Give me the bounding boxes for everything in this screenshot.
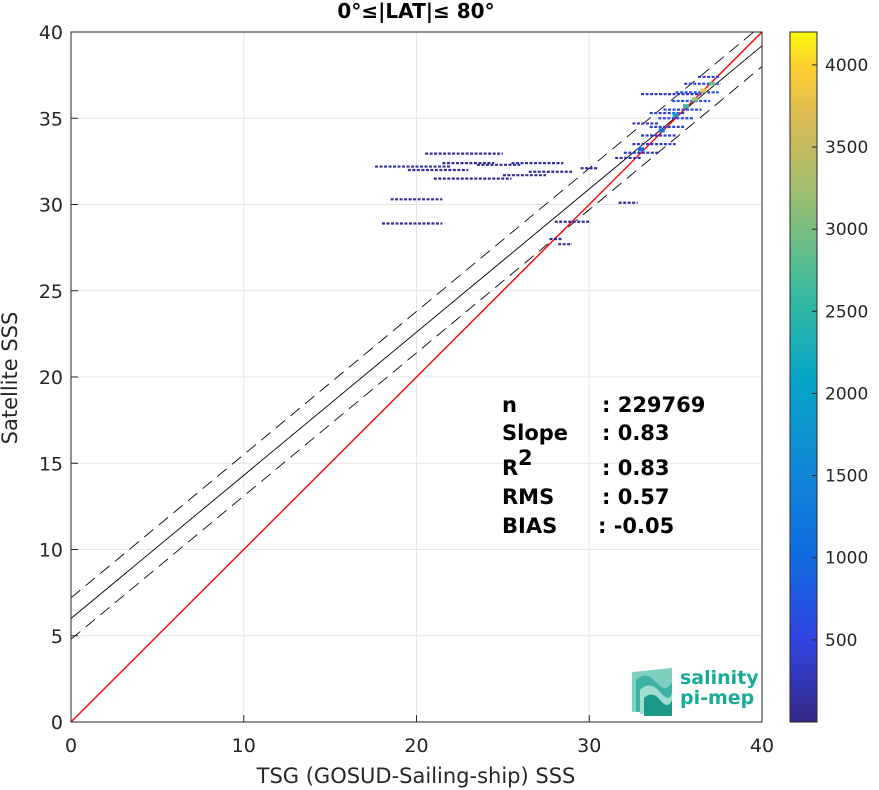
density-hotspot	[638, 147, 645, 152]
chart-title: 0°≤|LAT|≤ 80°	[337, 0, 494, 23]
y-tick-label: 25	[39, 281, 63, 303]
colorbar-ticks: 500 1000 1500 2000 2500 3000 3500 4000	[812, 56, 868, 651]
density-hotspot	[691, 97, 698, 102]
logo: salinity pi-mep	[632, 667, 759, 716]
y-tick-label: 10	[39, 540, 63, 562]
x-tick-label: 20	[404, 735, 428, 757]
stat-name: R	[502, 456, 518, 480]
stat-value: : 229769	[602, 393, 705, 417]
density-hotspot	[672, 112, 679, 117]
y-tick-label: 0	[51, 712, 63, 734]
colorbar-tick-label: 1500	[825, 467, 868, 487]
stats-box: n : 229769 Slope : 0.83 R 2 : 0.83 RMS : 0.57 BIA…	[502, 393, 705, 538]
density-hotspot	[682, 104, 689, 109]
colorbar-tick-label: 4000	[825, 56, 868, 76]
x-axis-ticks: 0 10 20 30 40	[65, 715, 774, 757]
density-hotspot	[708, 81, 715, 86]
x-tick-label: 40	[750, 735, 774, 757]
colorbar-tick-label: 3000	[825, 220, 868, 240]
colorbar-tick-label: 2000	[825, 384, 868, 404]
y-tick-label: 20	[39, 367, 63, 389]
y-tick-label: 40	[39, 22, 63, 44]
density-hotspot	[658, 128, 665, 133]
stat-value: : -0.05	[598, 514, 674, 538]
stat-value: : 0.83	[602, 456, 670, 480]
stat-superscript: 2	[518, 446, 533, 470]
fit-line	[71, 45, 762, 619]
colorbar-tick-label: 3500	[825, 138, 868, 158]
density-points	[375, 75, 721, 246]
logo-text-line1: salinity	[680, 667, 759, 689]
fit-lower-line	[71, 66, 762, 640]
y-tick-label: 35	[39, 108, 63, 130]
stat-name: n	[502, 393, 517, 417]
identity-line	[71, 32, 762, 722]
y-tick-label: 30	[39, 195, 63, 217]
regression-lines	[71, 32, 762, 722]
stat-name: BIAS	[502, 514, 557, 538]
stat-value: : 0.57	[602, 485, 670, 509]
colorbar-tick-label: 2500	[825, 302, 868, 322]
colorbar-tick-label: 500	[825, 631, 857, 651]
y-axis-label: Satellite SSS	[0, 312, 22, 445]
stat-name: Slope	[502, 421, 568, 445]
x-tick-label: 0	[65, 735, 77, 757]
y-axis-ticks: 0 5 10 15 20 25 30 35 40	[39, 22, 78, 734]
colorbar-tick-label: 1000	[825, 549, 868, 569]
fit-upper-line	[71, 32, 755, 599]
y-tick-label: 5	[51, 626, 63, 648]
stat-value: : 0.83	[602, 421, 670, 445]
density-hotspot	[700, 88, 707, 93]
logo-waves-icon	[632, 668, 672, 716]
colorbar	[789, 31, 818, 723]
y-tick-label: 15	[39, 453, 63, 475]
logo-text-line2: pi-mep	[680, 687, 754, 709]
stat-name: RMS	[502, 485, 554, 509]
x-axis-label: TSG (GOSUD-Sailing-ship) SSS	[256, 764, 576, 788]
x-tick-label: 30	[577, 735, 601, 757]
x-tick-label: 10	[232, 735, 256, 757]
